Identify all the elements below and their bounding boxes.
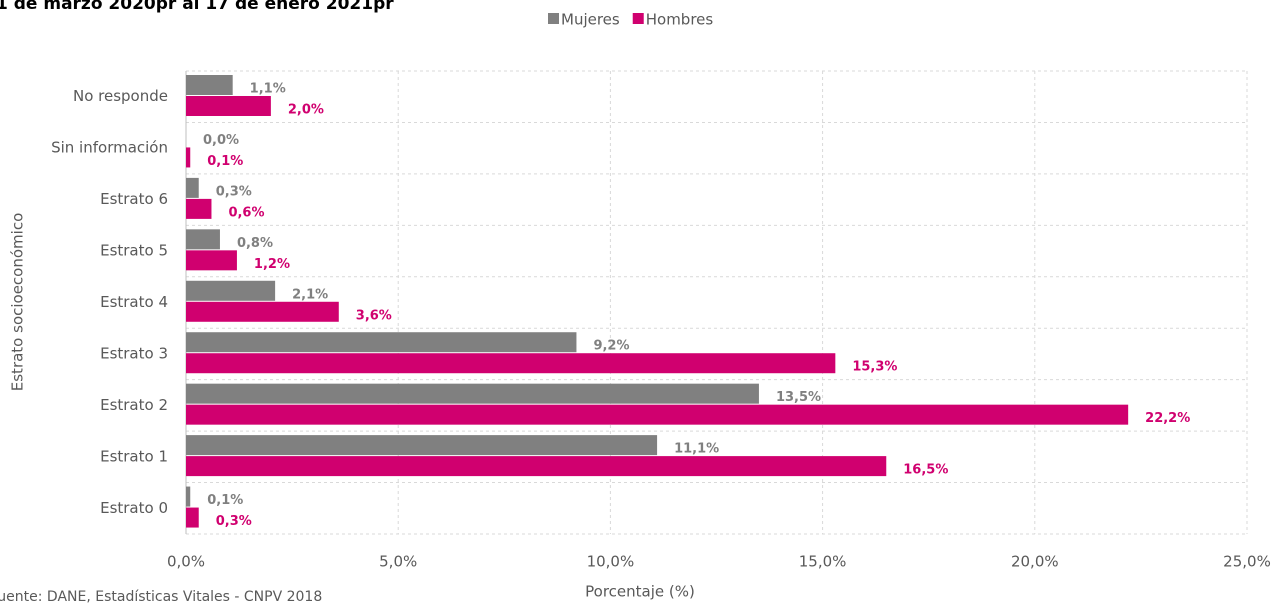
- y-tick-label: Sin información: [51, 139, 168, 157]
- bar: [186, 147, 191, 168]
- x-tick-label: 15,0%: [799, 553, 847, 571]
- bar: [186, 280, 276, 301]
- value-label: 0,3%: [216, 184, 252, 199]
- bar: [186, 353, 836, 374]
- legend-swatch: [632, 13, 644, 24]
- value-label: 0,6%: [228, 205, 264, 220]
- bar: [186, 332, 577, 353]
- value-label: 22,2%: [1145, 411, 1190, 426]
- value-label: 1,2%: [254, 257, 290, 272]
- y-tick-label: Estrato 6: [100, 190, 168, 208]
- y-tick-label: Estrato 3: [100, 344, 168, 362]
- x-tick-label: 10,0%: [587, 553, 635, 571]
- bar: [186, 250, 237, 271]
- bar: [186, 404, 1129, 425]
- y-tick-label: Estrato 5: [100, 242, 168, 260]
- x-tick-label: 25,0%: [1223, 553, 1271, 571]
- bar: [186, 435, 658, 456]
- legend-label: Hombres: [646, 11, 714, 29]
- bar: [186, 507, 199, 528]
- value-label: 0,1%: [207, 154, 243, 169]
- x-tick-label: 20,0%: [1011, 553, 1059, 571]
- y-tick-label: Estrato 4: [100, 293, 168, 311]
- value-label: 0,1%: [207, 493, 243, 508]
- bar: [186, 383, 759, 404]
- value-label: 0,8%: [237, 236, 273, 251]
- value-label: 2,1%: [292, 287, 328, 302]
- x-axis-label: Porcentaje (%): [585, 583, 695, 601]
- legend-label: Mujeres: [561, 11, 620, 29]
- value-label: 0,0%: [203, 133, 239, 148]
- bar: [186, 486, 191, 507]
- x-tick-label: 0,0%: [167, 553, 205, 571]
- y-axis-label: Estrato socioeconómico: [9, 213, 27, 391]
- bar: [186, 301, 339, 322]
- value-label: 13,5%: [776, 390, 821, 405]
- x-tick-label: 5,0%: [379, 553, 417, 571]
- bar: [186, 96, 271, 116]
- value-label: 3,6%: [356, 308, 392, 323]
- source-note: Fuente: DANE, Estadísticas Vitales - CNP…: [0, 589, 322, 603]
- value-label: 9,2%: [593, 339, 629, 354]
- y-tick-label: No responde: [73, 87, 168, 105]
- value-label: 0,3%: [216, 514, 252, 529]
- y-tick-label: Estrato 1: [100, 447, 168, 465]
- bar: [186, 198, 212, 219]
- bar: [186, 456, 887, 477]
- y-tick-label: Estrato 0: [100, 499, 168, 517]
- value-label: 2,0%: [288, 103, 324, 118]
- bar: [186, 177, 199, 198]
- value-label: 11,1%: [674, 442, 719, 457]
- y-tick-label: Estrato 2: [100, 396, 168, 414]
- legend-swatch: [548, 13, 559, 24]
- value-label: 15,3%: [852, 360, 897, 375]
- chart-title: 1 de marzo 2020pr al 17 de enero 2021pr: [0, 0, 394, 14]
- bar: [186, 75, 233, 95]
- value-label: 1,1%: [250, 82, 286, 97]
- value-label: 16,5%: [903, 463, 948, 478]
- bar: [186, 229, 220, 250]
